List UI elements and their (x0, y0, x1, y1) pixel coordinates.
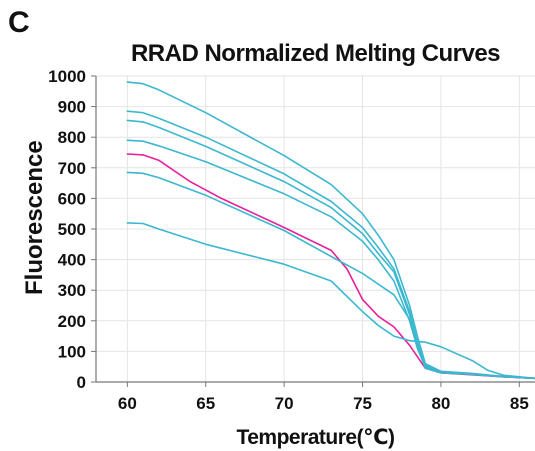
x-tick-label: 60 (118, 394, 137, 413)
y-tick-label: 0 (77, 373, 86, 392)
x-axis-label: Temperature(℃) (236, 426, 395, 449)
y-tick-label: 100 (58, 342, 86, 361)
y-tick-label: 500 (58, 220, 86, 239)
y-tick-label: 900 (58, 98, 86, 117)
grid (96, 75, 535, 383)
x-tick-label: 70 (275, 394, 294, 413)
y-tick-label: 600 (58, 189, 86, 208)
data-series (126, 81, 535, 380)
y-tick-label: 200 (58, 312, 86, 331)
series-line-1 (126, 81, 535, 380)
y-tick-label: 300 (58, 281, 86, 300)
y-tick-label: 700 (58, 159, 86, 178)
series-line-7 (126, 222, 535, 380)
tick-labels: 0 100 200 300 400 500 600 700 800 900 1000 60 65 70 75… (48, 67, 529, 413)
x-tick-label: 65 (196, 394, 215, 413)
series-line-5 (126, 153, 535, 380)
chart-title: RRAD Normalized Melting Curves (130, 40, 501, 67)
x-tick-label: 75 (353, 394, 372, 413)
y-tick-label: 400 (58, 251, 86, 270)
series-line-2 (126, 110, 535, 380)
axes (91, 75, 535, 387)
series-line-6 (126, 171, 535, 380)
y-tick-label: 1000 (48, 67, 86, 86)
panel-label: C (8, 6, 30, 39)
x-tick-label: 85 (510, 394, 529, 413)
y-tick-label: 800 (58, 128, 86, 147)
series-line-3 (126, 119, 535, 380)
x-tick-label: 80 (431, 394, 450, 413)
